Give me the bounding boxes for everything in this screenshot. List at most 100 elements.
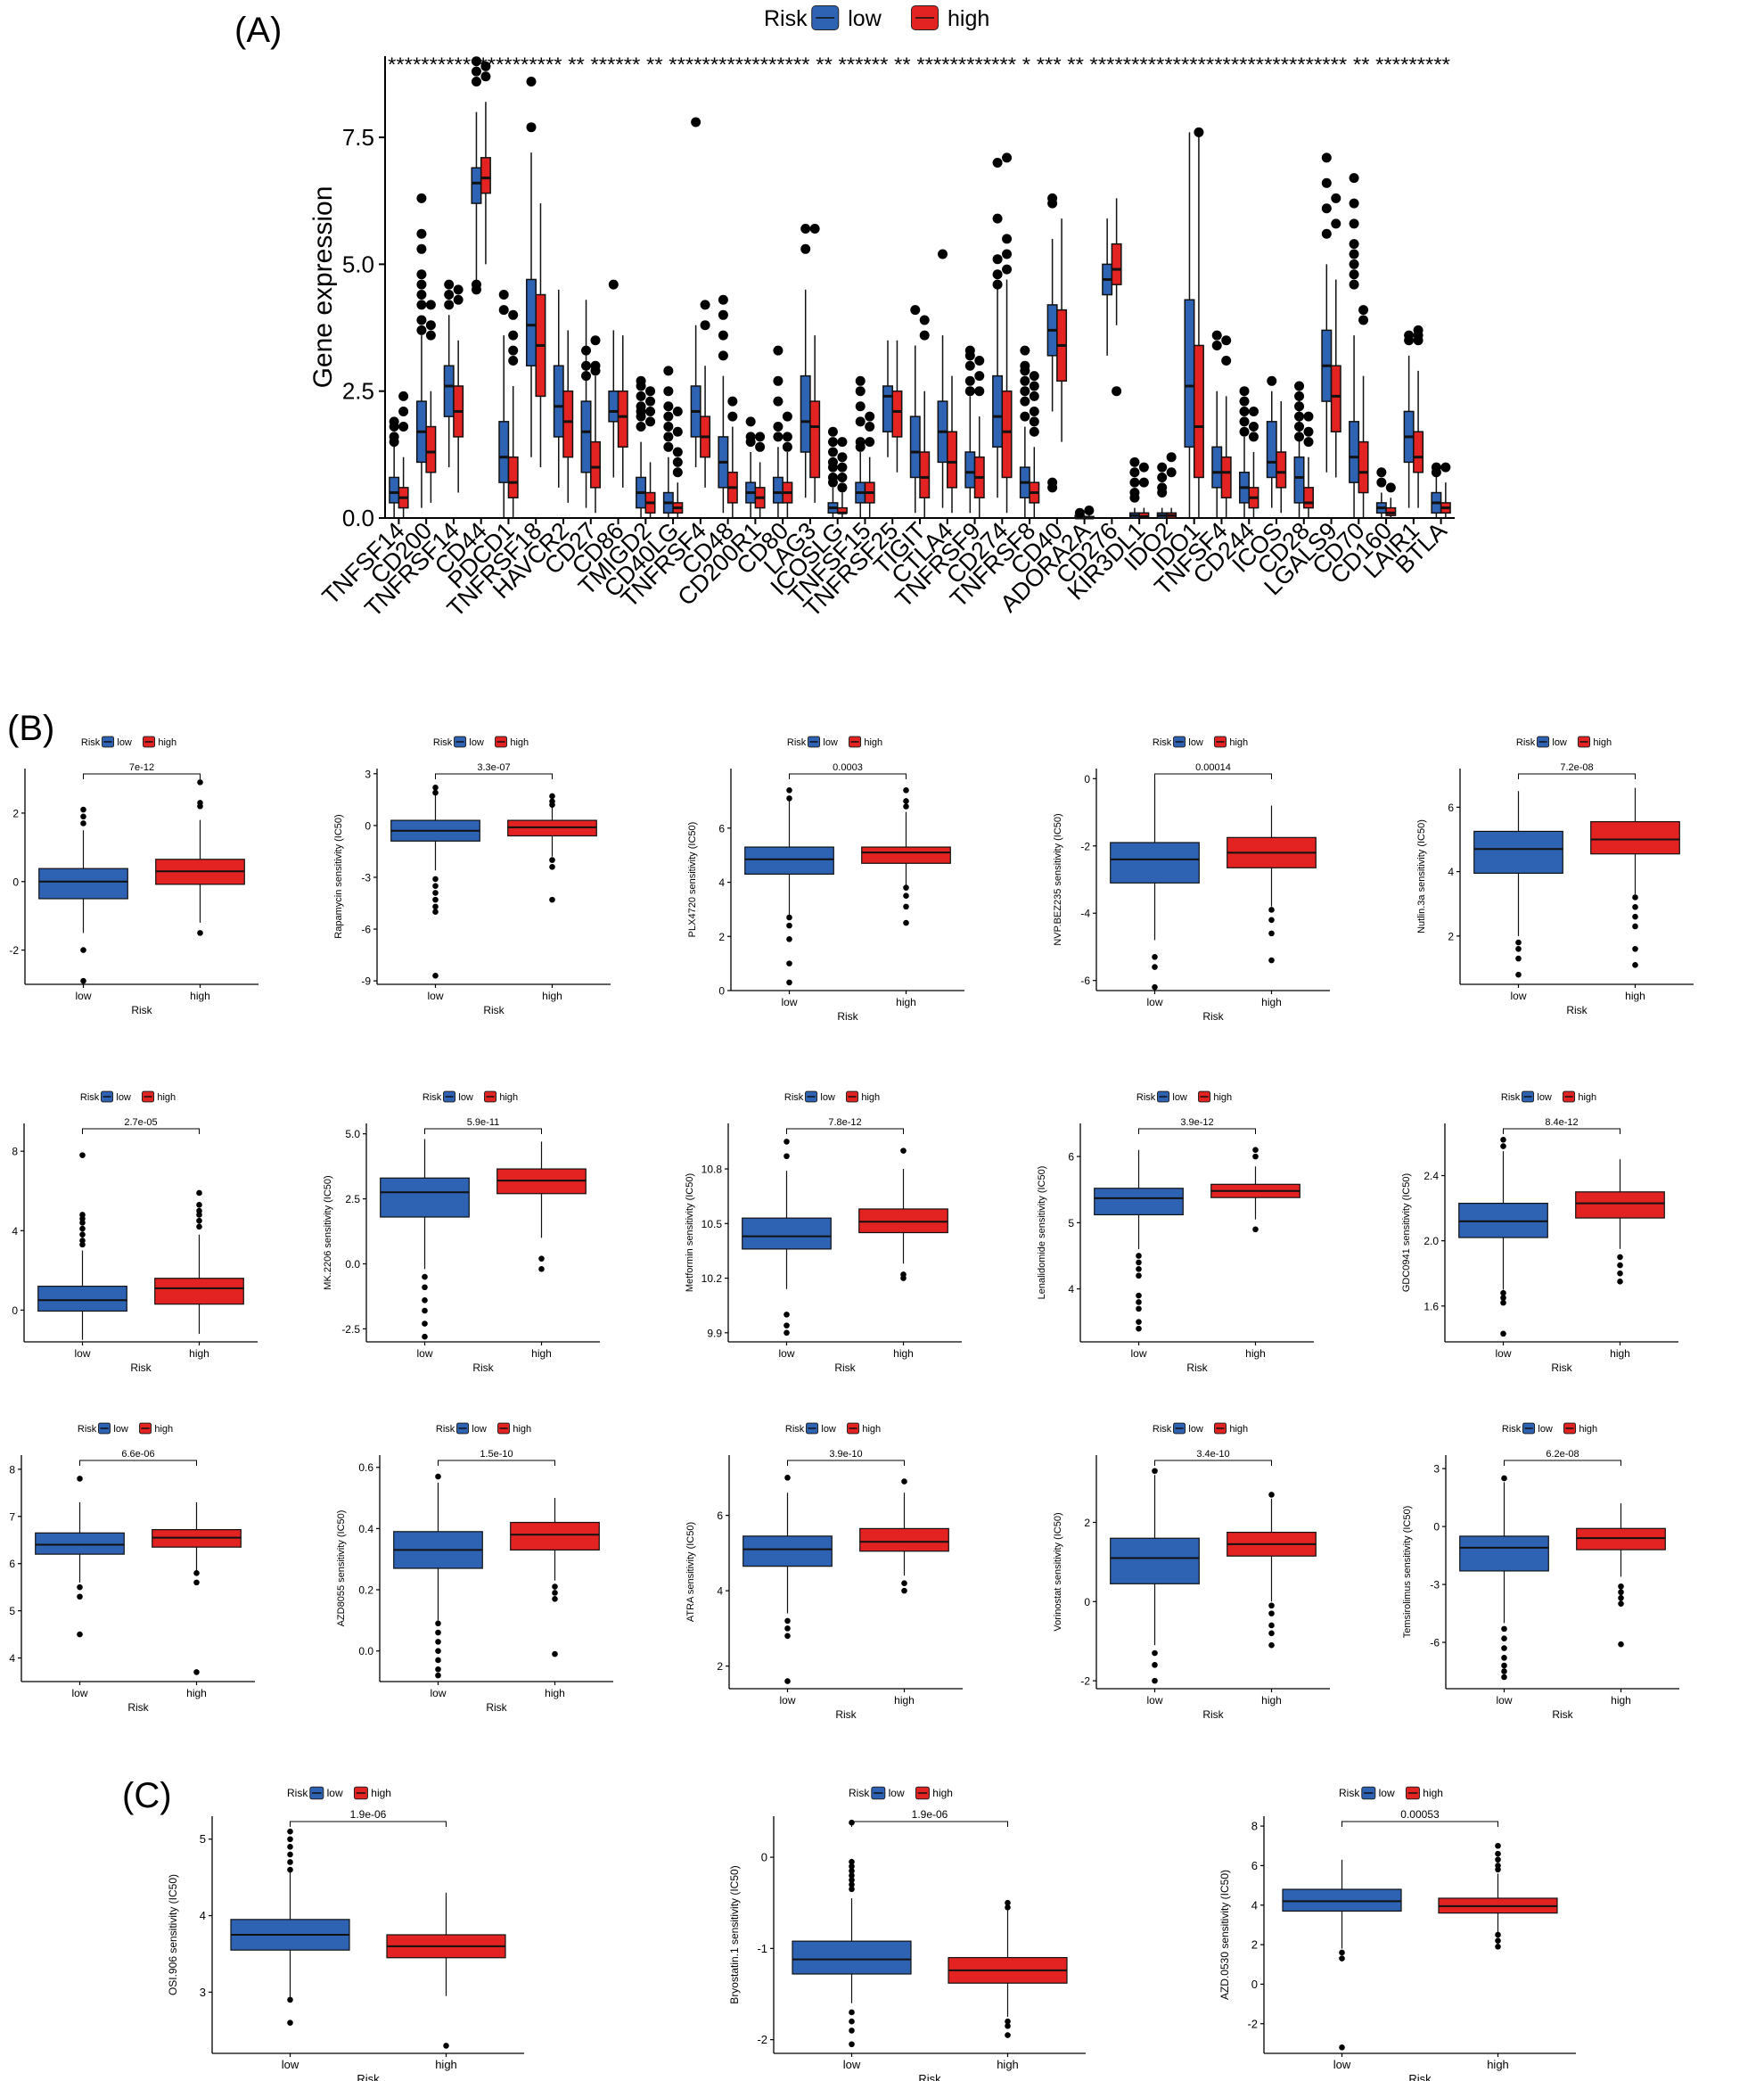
- outlier-point: [398, 422, 409, 432]
- outlier-point: [416, 243, 427, 254]
- outlier-point: [718, 350, 728, 361]
- outlier-point: [80, 977, 86, 984]
- outlier-point: [1239, 386, 1250, 397]
- pvalue-bracket: [82, 1128, 200, 1134]
- outlier-point: [865, 422, 875, 432]
- outlier-point: [471, 76, 481, 86]
- outlier-point: [1074, 507, 1085, 518]
- pvalue-label: 5.9e-11: [467, 1117, 500, 1128]
- outlier-point: [581, 345, 592, 356]
- outlier-point: [849, 2009, 855, 2016]
- y-tick-label: 0.4: [358, 1523, 373, 1535]
- outlier-point: [1617, 1279, 1623, 1285]
- outlier-point: [903, 884, 909, 891]
- legend-title: Risk: [80, 1092, 100, 1103]
- legend-label-high: high: [861, 1092, 880, 1103]
- outlier-point: [432, 876, 439, 883]
- outlier-point: [910, 305, 921, 316]
- outlier-point: [645, 416, 656, 427]
- box-low: [909, 415, 921, 479]
- outlier-point: [992, 269, 1003, 280]
- legend-title: Risk: [849, 1787, 870, 1799]
- box-high: [507, 456, 519, 498]
- outlier-point: [773, 432, 784, 442]
- box-high: [947, 431, 957, 489]
- box-high: [1575, 1191, 1665, 1219]
- outlier-point: [919, 315, 930, 325]
- legend-label-low: low: [823, 737, 838, 748]
- panel-b12-chart: Risk low high 0.0 0.2 0.4 0.6 AZD8055 sensitivi…: [336, 1422, 613, 1714]
- outlier-point: [1385, 482, 1396, 493]
- outlier-point: [1501, 1645, 1507, 1651]
- outlier-point: [1248, 406, 1259, 416]
- pvalue-label: 3.4e-10: [1196, 1449, 1229, 1460]
- legend-label-low: low: [1537, 1092, 1552, 1103]
- outlier-point: [1358, 305, 1369, 316]
- box-high: [809, 400, 821, 479]
- y-tick-label: 2.4: [1424, 1170, 1439, 1182]
- y-axis-title: Gene expression: [308, 186, 338, 389]
- box-low: [1094, 1188, 1184, 1216]
- y-axis-title: NVP.BEZ235 sensitivity (IC50): [1053, 813, 1063, 945]
- outlier-point: [755, 432, 766, 442]
- outlier-point: [1020, 386, 1030, 397]
- outlier-point: [1248, 432, 1259, 442]
- legend-label-low: low: [117, 737, 132, 748]
- box-low: [992, 374, 1004, 448]
- outlier-point: [1501, 1655, 1507, 1661]
- outlier-point: [1252, 1147, 1259, 1153]
- outlier-point: [1029, 406, 1039, 416]
- outlier-point: [453, 294, 464, 305]
- outlier-point: [1632, 894, 1638, 901]
- y-axis-title: GDC0941 sensitivity (IC50): [1401, 1173, 1412, 1292]
- outlier-point: [77, 1631, 83, 1638]
- outlier-point: [1221, 335, 1232, 346]
- outlier-point: [974, 356, 985, 366]
- pvalue-bracket: [851, 1821, 1008, 1827]
- outlier-point: [1029, 371, 1039, 382]
- outlier-point: [422, 1307, 428, 1314]
- outlier-point: [718, 330, 728, 341]
- outlier-point: [663, 441, 674, 452]
- legend-label-high: high: [1423, 1787, 1443, 1799]
- outlier-point: [1495, 1937, 1501, 1944]
- outlier-point: [416, 269, 427, 280]
- y-tick-label: 5.0: [342, 251, 374, 277]
- outlier-point: [849, 1863, 855, 1870]
- x-tick-label: high: [1610, 1347, 1630, 1360]
- y-axis-title: Bryostatin.1 sensitivity (IC50): [728, 1865, 741, 2003]
- outlier-point: [1005, 1904, 1011, 1911]
- x-tick-label: low: [1333, 2058, 1351, 2071]
- outlier-point: [435, 1620, 441, 1627]
- outlier-point: [435, 1629, 441, 1636]
- outlier-point: [992, 279, 1003, 290]
- outlier-point: [919, 330, 930, 341]
- outlier-point: [773, 375, 784, 386]
- outlier-point: [1632, 904, 1638, 910]
- outlier-point: [453, 284, 464, 295]
- outlier-point: [992, 158, 1003, 169]
- y-tick-label: -1: [757, 1942, 767, 1955]
- box-high: [1193, 344, 1204, 479]
- outlier-point: [1321, 177, 1332, 188]
- legend-title: Risk: [784, 1092, 804, 1103]
- y-tick-label: 5: [200, 1832, 206, 1846]
- legend-label-low: low: [889, 1787, 905, 1799]
- legend-label-high: high: [1229, 1424, 1248, 1435]
- outlier-point: [1239, 406, 1250, 416]
- outlier-point: [1349, 269, 1359, 280]
- outlier-point: [786, 786, 792, 794]
- outlier-point: [727, 411, 738, 422]
- pvalue-label: 0.00053: [1400, 1808, 1440, 1821]
- y-tick-label: 0: [761, 1851, 767, 1864]
- y-tick-label: 4: [1068, 1283, 1074, 1295]
- outlier-point: [773, 422, 784, 432]
- outlier-point: [287, 1996, 293, 2003]
- outlier-point: [1431, 467, 1441, 478]
- legend-label-high: high: [157, 1092, 176, 1103]
- outlier-point: [1268, 917, 1275, 924]
- outlier-point: [432, 909, 439, 915]
- panel-b8-chart: Risk low high 9.9 10.2 10.5 10.8 Metformin sens…: [685, 1090, 962, 1374]
- outlier-point: [1303, 426, 1314, 437]
- box-high: [919, 451, 931, 498]
